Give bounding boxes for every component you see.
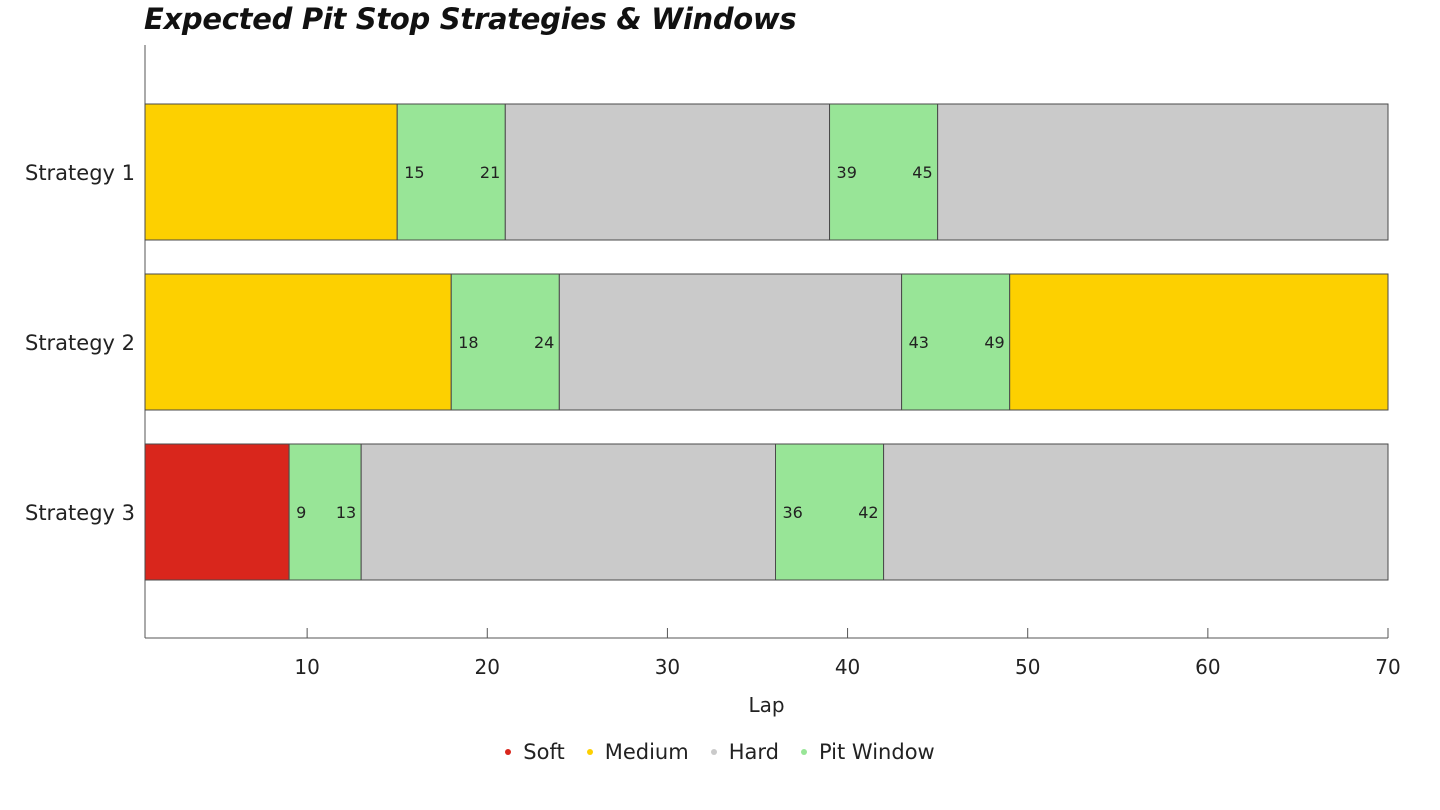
stint-bar-soft (144, 443, 290, 581)
pit-window-end-label: 45 (912, 163, 932, 182)
category-label: Strategy 3 (25, 501, 135, 525)
stint-bar-hard (558, 273, 903, 411)
pit-window-start-label: 9 (296, 503, 306, 522)
category-label: Strategy 1 (25, 161, 135, 185)
stint-bar-hard (360, 443, 777, 581)
pit-window-start-label: 43 (909, 333, 929, 352)
pit-window-end-label: 21 (480, 163, 500, 182)
chart-legend: Soft Medium Hard Pit Window (0, 740, 1440, 764)
pit-window-start-label: 15 (404, 163, 424, 182)
legend-label: Pit Window (818, 740, 935, 764)
legend-item: Soft (505, 740, 565, 764)
x-tick-label: 40 (835, 655, 860, 679)
legend-marker-icon (710, 749, 717, 755)
stint-bar-hard (883, 443, 1389, 581)
legend-label: Medium (604, 740, 689, 764)
stint-bar-medium (1009, 273, 1389, 411)
legend-marker-icon (800, 749, 807, 755)
legend-label: Hard (728, 740, 779, 764)
stint-bar-hard (504, 103, 831, 241)
stint-bar-medium (144, 273, 452, 411)
pit-window-bar (450, 273, 560, 411)
stint-bar-medium (144, 103, 398, 241)
pit-window-end-label: 24 (534, 333, 554, 352)
pit-window-end-label: 13 (336, 503, 356, 522)
legend-marker-icon (586, 749, 593, 755)
legend-label: Soft (523, 740, 565, 764)
x-axis-label: Lap (748, 693, 784, 717)
pit-window-bar (396, 103, 506, 241)
x-tick-label: 60 (1195, 655, 1220, 679)
x-tick-label: 70 (1375, 655, 1400, 679)
x-tick-label: 50 (1015, 655, 1040, 679)
legend-item: Medium (586, 740, 689, 764)
legend-item: Pit Window (800, 740, 935, 764)
x-tick-label: 30 (655, 655, 680, 679)
pit-window-bar (775, 443, 885, 581)
pit-window-bar (829, 103, 939, 241)
pit-window-bar (901, 273, 1011, 411)
chart-plot-area: 10 20 30 40 50 60 70 Lap Strategy 1 15 21 39 45 Strat… (25, 45, 1401, 717)
stint-bar-hard (937, 103, 1389, 241)
pit-window-bar (288, 443, 362, 581)
chart-title: Expected Pit Stop Strategies & Windows (144, 2, 797, 36)
x-tick-label: 10 (294, 655, 319, 679)
legend-item: Hard (710, 740, 779, 764)
pit-window-end-label: 42 (858, 503, 878, 522)
x-tick-label: 20 (475, 655, 500, 679)
pit-window-start-label: 39 (837, 163, 857, 182)
pit-window-end-label: 49 (984, 333, 1004, 352)
legend-marker-icon (505, 749, 512, 755)
pit-window-start-label: 18 (458, 333, 478, 352)
pit-window-start-label: 36 (783, 503, 803, 522)
category-label: Strategy 2 (25, 331, 135, 355)
